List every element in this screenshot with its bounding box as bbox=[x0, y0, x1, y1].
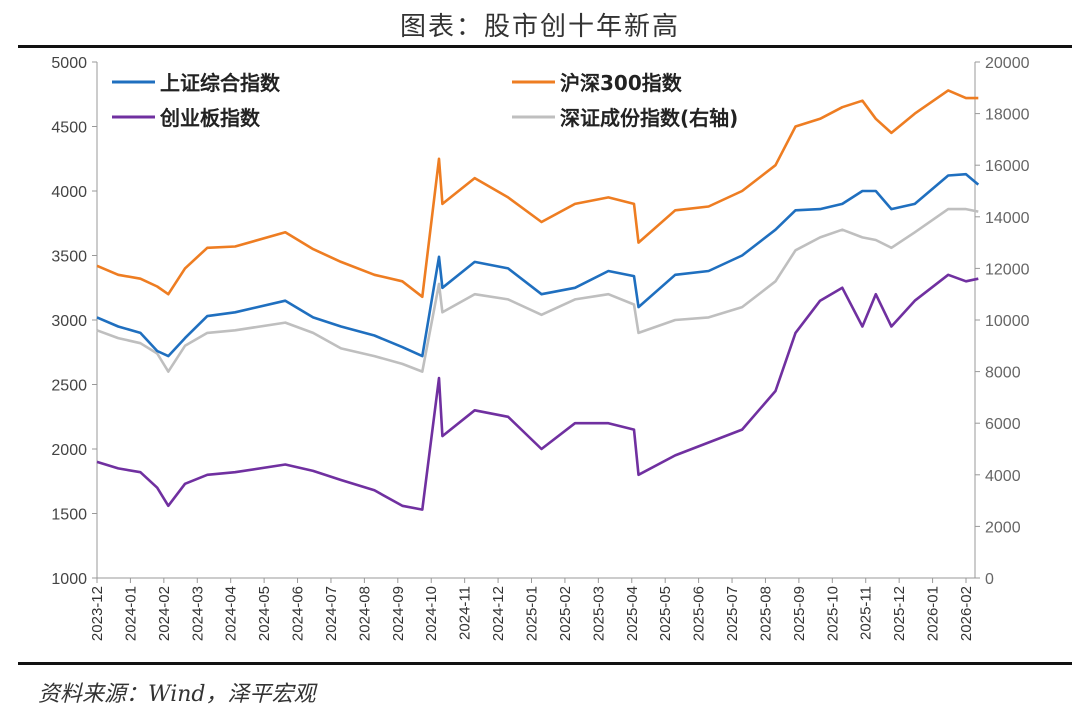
x-tick-label: 2024-11 bbox=[457, 586, 474, 640]
legend-label: 深证成份指数(右轴) bbox=[560, 106, 738, 130]
x-tick-label: 2026-02 bbox=[958, 586, 975, 641]
x-tick-label: 2025-03 bbox=[590, 586, 607, 641]
x-tick-label: 2024-03 bbox=[189, 586, 206, 641]
x-tick-label: 2024-07 bbox=[323, 586, 340, 641]
x-tick-label: 2025-01 bbox=[524, 586, 541, 641]
x-tick-label: 2024-05 bbox=[256, 586, 273, 641]
x-tick-label: 2025-02 bbox=[557, 586, 574, 641]
series-line-1 bbox=[96, 89, 979, 299]
left-tick-label: 2000 bbox=[51, 442, 87, 459]
x-tick-label: 2024-10 bbox=[423, 586, 440, 641]
x-tick-label: 2024-02 bbox=[156, 586, 173, 641]
legend-label: 创业板指数 bbox=[159, 106, 261, 130]
series-line-3 bbox=[96, 207, 979, 373]
x-tick-label: 2024-08 bbox=[356, 586, 373, 641]
x-tick-label: 2024-12 bbox=[490, 586, 507, 641]
right-tick-label: 16000 bbox=[985, 158, 1030, 175]
right-tick-label: 14000 bbox=[985, 210, 1030, 227]
left-tick-label: 4500 bbox=[51, 120, 87, 137]
x-tick-label: 2026-01 bbox=[925, 586, 942, 641]
x-tick-label: 2024-09 bbox=[390, 586, 407, 641]
x-tick-label: 2024-06 bbox=[290, 586, 307, 641]
legend-label: 上证综合指数 bbox=[160, 71, 281, 95]
x-tick-label: 2025-06 bbox=[691, 586, 708, 641]
legend-label: 沪深300指数 bbox=[560, 71, 683, 95]
left-tick-label: 1000 bbox=[51, 571, 87, 588]
left-tick-label: 3500 bbox=[51, 249, 87, 266]
left-tick-label: 3000 bbox=[51, 313, 87, 330]
x-tick-label: 2025-08 bbox=[757, 586, 774, 641]
x-tick-label: 2023-12 bbox=[89, 586, 106, 641]
x-tick-label: 2025-05 bbox=[657, 586, 674, 641]
left-tick-label: 2500 bbox=[51, 378, 87, 395]
right-tick-label: 4000 bbox=[985, 468, 1021, 485]
top-rule bbox=[18, 45, 1072, 48]
right-tick-label: 2000 bbox=[985, 519, 1021, 536]
left-tick-label: 4000 bbox=[51, 184, 87, 201]
x-tick-label: 2025-12 bbox=[891, 586, 908, 641]
right-tick-label: 12000 bbox=[985, 261, 1030, 278]
right-tick-label: 6000 bbox=[985, 416, 1021, 433]
right-tick-label: 10000 bbox=[985, 313, 1030, 330]
right-tick-label: 18000 bbox=[985, 107, 1030, 124]
x-tick-label: 2024-04 bbox=[223, 586, 240, 641]
right-tick-label: 0 bbox=[985, 571, 994, 588]
left-tick-label: 1500 bbox=[51, 507, 87, 524]
x-tick-label: 2025-11 bbox=[858, 586, 875, 640]
series-line-2 bbox=[96, 273, 979, 511]
source-note: 资料来源：Wind，泽平宏观 bbox=[38, 682, 316, 707]
x-tick-label: 2025-09 bbox=[791, 586, 808, 641]
chart-title: 图表：股市创十年新高 bbox=[399, 12, 680, 42]
x-tick-label: 2025-10 bbox=[824, 586, 841, 641]
right-tick-label: 20000 bbox=[985, 55, 1030, 72]
bottom-rule bbox=[18, 662, 1072, 665]
x-tick-label: 2025-07 bbox=[724, 586, 741, 641]
x-tick-label: 2024-01 bbox=[122, 586, 139, 641]
left-tick-label: 5000 bbox=[51, 55, 87, 72]
series-line-0 bbox=[96, 172, 980, 358]
x-tick-label: 2025-04 bbox=[624, 586, 641, 641]
right-tick-label: 8000 bbox=[985, 365, 1021, 382]
